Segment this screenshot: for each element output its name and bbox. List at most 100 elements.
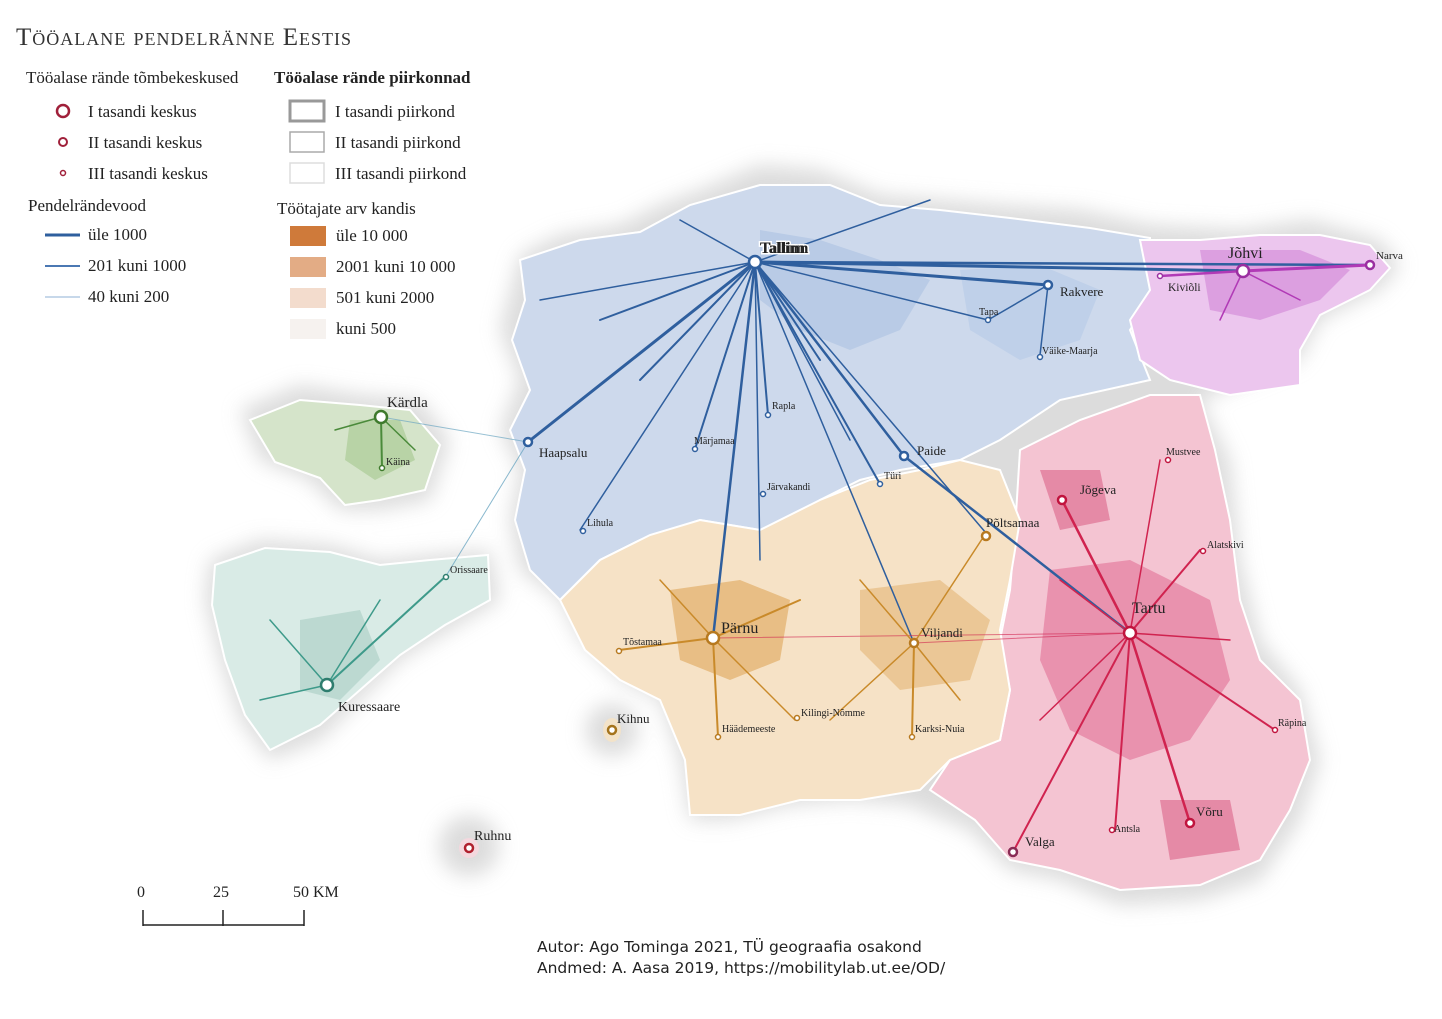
label-antsla: Antsla <box>1114 824 1141 835</box>
center-poltsamaa <box>980 530 992 542</box>
center-kardla <box>373 409 389 425</box>
center-orissaare <box>442 573 450 581</box>
label-rapina: Räpina <box>1278 718 1307 729</box>
center-kihnu <box>606 724 618 736</box>
label-haademeeste: Häädemeeste <box>722 724 776 735</box>
legend-regions-heading: Tööalase rände piirkonnad <box>274 68 471 87</box>
centers <box>319 254 1376 858</box>
center-narva <box>1364 259 1376 271</box>
label-narva: Narva <box>1376 250 1403 262</box>
center-kilingi-nomme <box>793 714 801 722</box>
legend-workers-3 <box>290 288 326 308</box>
legend-region-i <box>288 99 326 123</box>
legend-workers-3-label: 501 kuni 2000 <box>336 288 435 307</box>
center-rapina <box>1271 726 1279 734</box>
legend-workers-heading: Töötajate arv kandis <box>277 199 416 218</box>
legend-workers-1-label: üle 10 000 <box>336 226 408 245</box>
island-hiiumaa <box>248 398 442 507</box>
label-orissaare: Orissaare <box>450 565 488 576</box>
label-johvi: Jõhvi <box>1228 245 1263 262</box>
label-turi: Türi <box>884 471 901 482</box>
legend-center-i-label: I tasandi keskus <box>88 102 197 121</box>
center-vaike-maarja <box>1036 353 1044 361</box>
center-ruhnu <box>463 842 475 854</box>
center-tapa <box>984 316 992 324</box>
credits-author: Autor: Ago Tominga 2021, TÜ geograafia o… <box>537 938 922 956</box>
legend-region-iii <box>289 162 325 184</box>
center-antsla <box>1108 826 1116 834</box>
scale-label-50: 50 KM <box>293 884 339 901</box>
label-kaina: Käina <box>386 457 410 468</box>
legend-center-iii-label: III tasandi keskus <box>88 164 208 183</box>
label-ruhnu: Ruhnu <box>474 829 511 844</box>
flows-johvi <box>1158 263 1372 321</box>
region-tallinn <box>508 184 1152 602</box>
flows-tallinn <box>526 199 1372 644</box>
flows-tartu <box>712 459 1276 853</box>
center-tartu <box>1122 625 1138 641</box>
center-jarvakandi <box>759 490 767 498</box>
legend-center-ii <box>58 137 68 147</box>
label-jarvakandi: Järvakandi <box>767 482 811 493</box>
flows-islands <box>259 416 529 701</box>
legend-region-iii-label: III tasandi piirkond <box>335 164 467 183</box>
legend-center-iii <box>59 169 67 177</box>
legend-workers-2-label: 2001 kuni 10 000 <box>336 257 456 276</box>
center-johvi <box>1235 263 1251 279</box>
legend-workers-1 <box>290 226 326 246</box>
legend-symbols <box>45 99 326 339</box>
place-labels: Tallinn Tallinn Tartu Pärnu Jõhvi Narva … <box>338 239 1403 850</box>
label-voru: Võru <box>1196 804 1223 819</box>
label-kilingi-nomme: Kilingi-Nõmme <box>801 708 865 719</box>
label-tapa: Tapa <box>979 307 999 318</box>
label-viljandi: Viljandi <box>921 625 963 640</box>
center-valga <box>1007 846 1019 858</box>
center-lihula <box>579 527 587 535</box>
center-marjamaa <box>691 445 699 453</box>
label-parnu: Pärnu <box>721 620 758 637</box>
label-kivioli: Kiviõli <box>1168 282 1201 294</box>
center-kivioli <box>1156 272 1164 280</box>
credits: Autor: Ago Tominga 2021, TÜ geograafia o… <box>537 937 945 979</box>
label-paide: Paide <box>917 443 946 458</box>
center-haapsalu <box>522 436 534 448</box>
legend-flow-201-label: 201 kuni 1000 <box>88 256 187 275</box>
region-tartu <box>928 394 1312 892</box>
label-marjamaa: Märjamaa <box>694 436 735 447</box>
label-kihnu: Kihnu <box>617 711 650 726</box>
credits-data: Andmed: A. Aasa 2019, https://mobilityla… <box>537 959 946 977</box>
flows-parnu <box>618 532 987 738</box>
label-karksi-nuia: Karksi-Nuia <box>915 724 965 735</box>
center-parnu <box>705 630 721 646</box>
label-jogeva: Jõgeva <box>1080 482 1116 497</box>
center-jogeva <box>1056 494 1068 506</box>
center-mustvee <box>1164 456 1172 464</box>
center-viljandi <box>908 637 920 649</box>
center-kaina <box>378 464 386 472</box>
center-kuressaare <box>319 677 335 693</box>
legend-centers-heading: Tööalase rände tõmbekeskused <box>26 68 239 87</box>
label-valga: Valga <box>1025 834 1055 849</box>
label-alatskivi: Alatskivi <box>1207 540 1244 551</box>
center-rakvere <box>1042 279 1054 291</box>
legend-center-ii-label: II tasandi keskus <box>88 133 203 152</box>
center-voru <box>1184 817 1196 829</box>
center-rapla <box>764 411 772 419</box>
legend-region-ii <box>289 131 325 153</box>
label-vaike-maarja: Väike-Maarja <box>1042 346 1098 357</box>
map-title: Tööalane pendelränne Eestis <box>16 24 353 51</box>
center-tostamaa <box>615 647 623 655</box>
label-kardla: Kärdla <box>387 395 428 411</box>
label-lihula: Lihula <box>587 518 614 529</box>
center-karksi-nuia <box>908 733 916 741</box>
label-rakvere: Rakvere <box>1060 284 1104 299</box>
label-tallinn-fg: Tallinn <box>760 240 805 257</box>
center-paide <box>898 450 910 462</box>
scale-label-25: 25 <box>213 884 229 901</box>
legend-flows-heading: Pendelrändevood <box>28 196 147 215</box>
center-tallinn <box>747 254 763 270</box>
label-mustvee: Mustvee <box>1166 447 1201 458</box>
label-tartu: Tartu <box>1132 600 1166 617</box>
scale-label-0: 0 <box>137 884 145 901</box>
label-rapla: Rapla <box>772 401 796 412</box>
